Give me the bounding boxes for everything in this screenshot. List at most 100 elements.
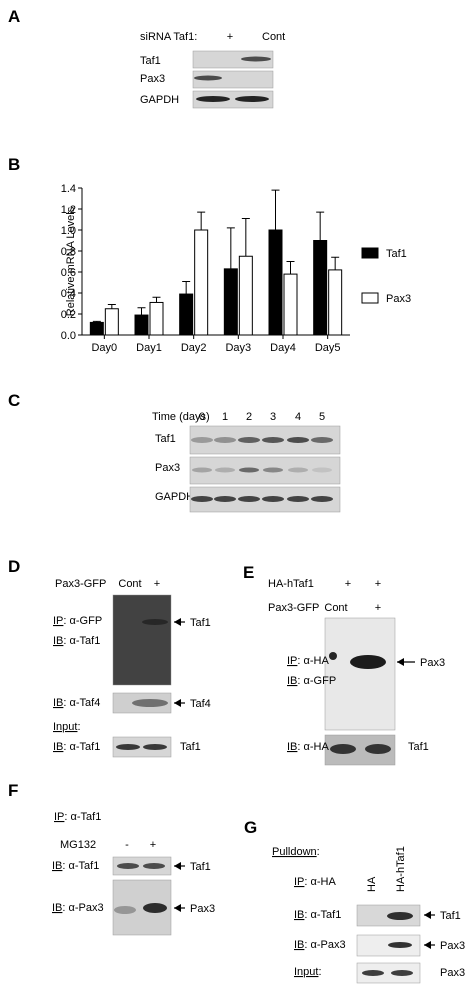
lane-header: Time (days) <box>152 411 210 423</box>
arrow-head <box>174 904 181 912</box>
blot-band <box>391 970 413 976</box>
blot-label: IB: α-Taf1 <box>53 635 100 647</box>
lane-label: 0 <box>199 411 205 423</box>
bar <box>238 255 253 336</box>
blot-band <box>312 467 332 473</box>
blot-band <box>142 619 168 625</box>
label-rest: : α-Taf4 <box>63 697 100 709</box>
error-bar <box>241 217 250 257</box>
blot-label: Pulldown: <box>272 846 320 858</box>
lane-label: 5 <box>319 411 325 423</box>
blot <box>192 90 274 109</box>
target-label: Taf4 <box>190 698 211 710</box>
blot-label: IB: α-Taf1 <box>53 741 100 753</box>
blot-band <box>114 906 136 914</box>
panel-letter: B <box>8 155 20 174</box>
row-label: Pax3 <box>155 462 180 474</box>
y-tick-label: 0.4 <box>61 288 76 300</box>
bar <box>179 293 194 336</box>
blot-label: Input: <box>294 966 322 978</box>
label-rest: : α-GFP <box>297 675 336 687</box>
blot <box>356 962 421 984</box>
lane-label: + <box>375 602 381 614</box>
error-bar <box>197 211 206 230</box>
bar <box>283 273 298 336</box>
blot-band <box>388 942 412 948</box>
lane-header: Pax3-GFP <box>55 578 106 590</box>
label-rest: : α-GFP <box>63 615 102 627</box>
y-tick-label: 0.2 <box>61 309 76 321</box>
bar <box>104 308 119 336</box>
row-label: GAPDH <box>155 491 194 503</box>
blot-band <box>214 437 236 443</box>
label-underlined: IB <box>52 860 62 872</box>
panel-letter: F <box>8 781 18 800</box>
blot-label: IB: α-Taf1 <box>52 860 99 872</box>
lane-label: 1 <box>222 411 228 423</box>
blot <box>192 70 274 89</box>
label-underlined: IP <box>54 811 64 823</box>
label-rest: : α-Taf1 <box>63 741 100 753</box>
lane-label: HA-hTaf1 <box>395 846 407 892</box>
y-tick-label: 0.6 <box>61 267 76 279</box>
label-rest: : <box>317 846 320 858</box>
row-label: GAPDH <box>140 94 179 106</box>
label-underlined: IP <box>53 615 63 627</box>
blot-band <box>330 744 356 754</box>
blot-band <box>143 863 165 869</box>
y-tick-label: 1.0 <box>61 225 76 237</box>
blot <box>324 617 396 731</box>
lane-label: Cont <box>324 602 347 614</box>
blot-band <box>329 652 337 660</box>
label-rest: : α-HA <box>304 876 336 888</box>
y-tick-label: 0.0 <box>61 330 76 342</box>
target-label: Pax3 <box>190 903 215 915</box>
blot-label: IB: α-Pax3 <box>52 902 104 914</box>
blot-band <box>143 744 167 750</box>
label-rest: : α-Taf1 <box>63 635 100 647</box>
panel-letter: A <box>8 7 20 26</box>
blot-band <box>362 970 384 976</box>
label-rest: : α-Taf1 <box>304 909 341 921</box>
blot-band <box>132 699 168 707</box>
blot-band <box>196 96 230 102</box>
lane-header: HA-hTaf1 <box>268 578 314 590</box>
label-underlined: IB <box>53 741 63 753</box>
label-underlined: IP <box>287 655 297 667</box>
blot-band <box>143 903 167 913</box>
label-underlined: IB <box>52 902 62 914</box>
x-tick-label: Day1 <box>136 342 162 354</box>
arrow-head <box>174 618 181 626</box>
label-underlined: IB <box>53 635 63 647</box>
label-rest: : α-HA <box>297 655 329 667</box>
label-rest: : <box>318 966 321 978</box>
bar <box>149 301 164 336</box>
blot-band <box>192 467 212 473</box>
blot-lane-bg <box>113 595 171 685</box>
lane-label: HA <box>366 876 378 892</box>
target-label: Pax3 <box>440 967 465 979</box>
y-axis-label: Relative mRNA Levels <box>65 206 77 316</box>
row-label: Taf1 <box>140 55 161 67</box>
bar <box>89 321 104 336</box>
bar <box>223 268 238 336</box>
blot-band <box>287 437 309 443</box>
y-tick-label: 0.8 <box>61 246 76 258</box>
error-bar <box>137 307 146 316</box>
blot <box>112 594 172 686</box>
lane-label: Cont <box>262 31 285 43</box>
blot <box>112 736 172 758</box>
blot-band <box>214 496 236 502</box>
blot-band <box>116 744 140 750</box>
bar <box>194 229 209 336</box>
blot-band <box>117 863 139 869</box>
error-bar <box>152 296 161 303</box>
lane-label: + <box>227 31 233 43</box>
label-rest: : α-HA <box>297 741 329 753</box>
panel-letter: G <box>244 818 257 837</box>
blot <box>192 50 274 69</box>
blot-band <box>311 437 333 443</box>
label-underlined: IP <box>294 876 304 888</box>
arrow-head <box>424 941 431 949</box>
blot-band <box>239 467 259 473</box>
